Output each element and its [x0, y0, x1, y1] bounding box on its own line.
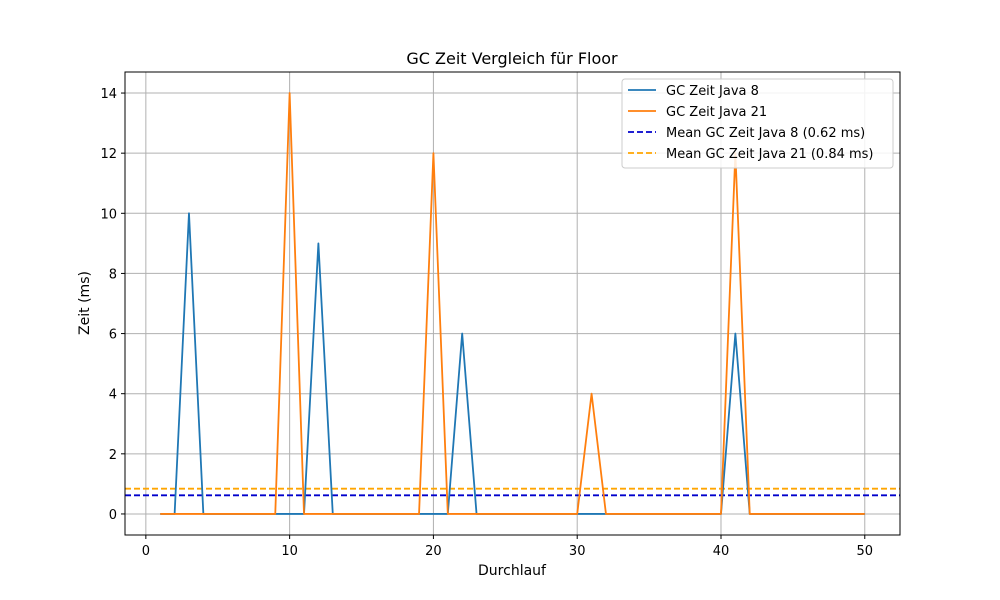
chart-title: GC Zeit Vergleich für Floor [406, 49, 618, 68]
plot-frame [124, 71, 901, 536]
x-tick-label: 20 [425, 544, 442, 559]
grid [125, 72, 900, 535]
y-tick-label: 8 [109, 267, 117, 282]
legend: GC Zeit Java 8 GC Zeit Java 21 Mean GC Zei… [621, 78, 894, 169]
y-axis-ticks: 0 2 4 6 8 10 12 14 [100, 87, 125, 523]
x-axis-title: Durchlauf [478, 563, 547, 579]
legend-box [621, 78, 894, 169]
y-tick-label: 4 [109, 388, 117, 403]
x-tick-label: 40 [713, 544, 730, 559]
x-tick-label: 10 [281, 544, 298, 559]
x-tick-label: 30 [569, 544, 586, 559]
x-tick-label: 50 [856, 544, 873, 559]
x-tick-label: 0 [142, 544, 150, 559]
y-tick-label: 6 [109, 328, 117, 343]
y-tick-label: 0 [109, 508, 117, 523]
series-lines [160, 92, 865, 515]
mean-lines [125, 487, 900, 497]
y-tick-label: 14 [100, 87, 117, 102]
y-tick-label: 12 [100, 147, 117, 162]
legend-label: Mean GC Zeit Java 8 (0.62 ms) [666, 126, 865, 141]
y-tick-label: 10 [100, 207, 117, 222]
legend-label: GC Zeit Java 8 [666, 84, 759, 99]
y-axis-title: Zeit (ms) [77, 271, 93, 335]
series-line-2 [160, 92, 865, 515]
legend-label: GC Zeit Java 21 [666, 105, 767, 120]
x-axis-ticks: 0 10 20 30 40 50 [142, 535, 873, 559]
y-tick-label: 2 [109, 448, 117, 463]
legend-label: Mean GC Zeit Java 21 (0.84 ms) [666, 147, 874, 162]
